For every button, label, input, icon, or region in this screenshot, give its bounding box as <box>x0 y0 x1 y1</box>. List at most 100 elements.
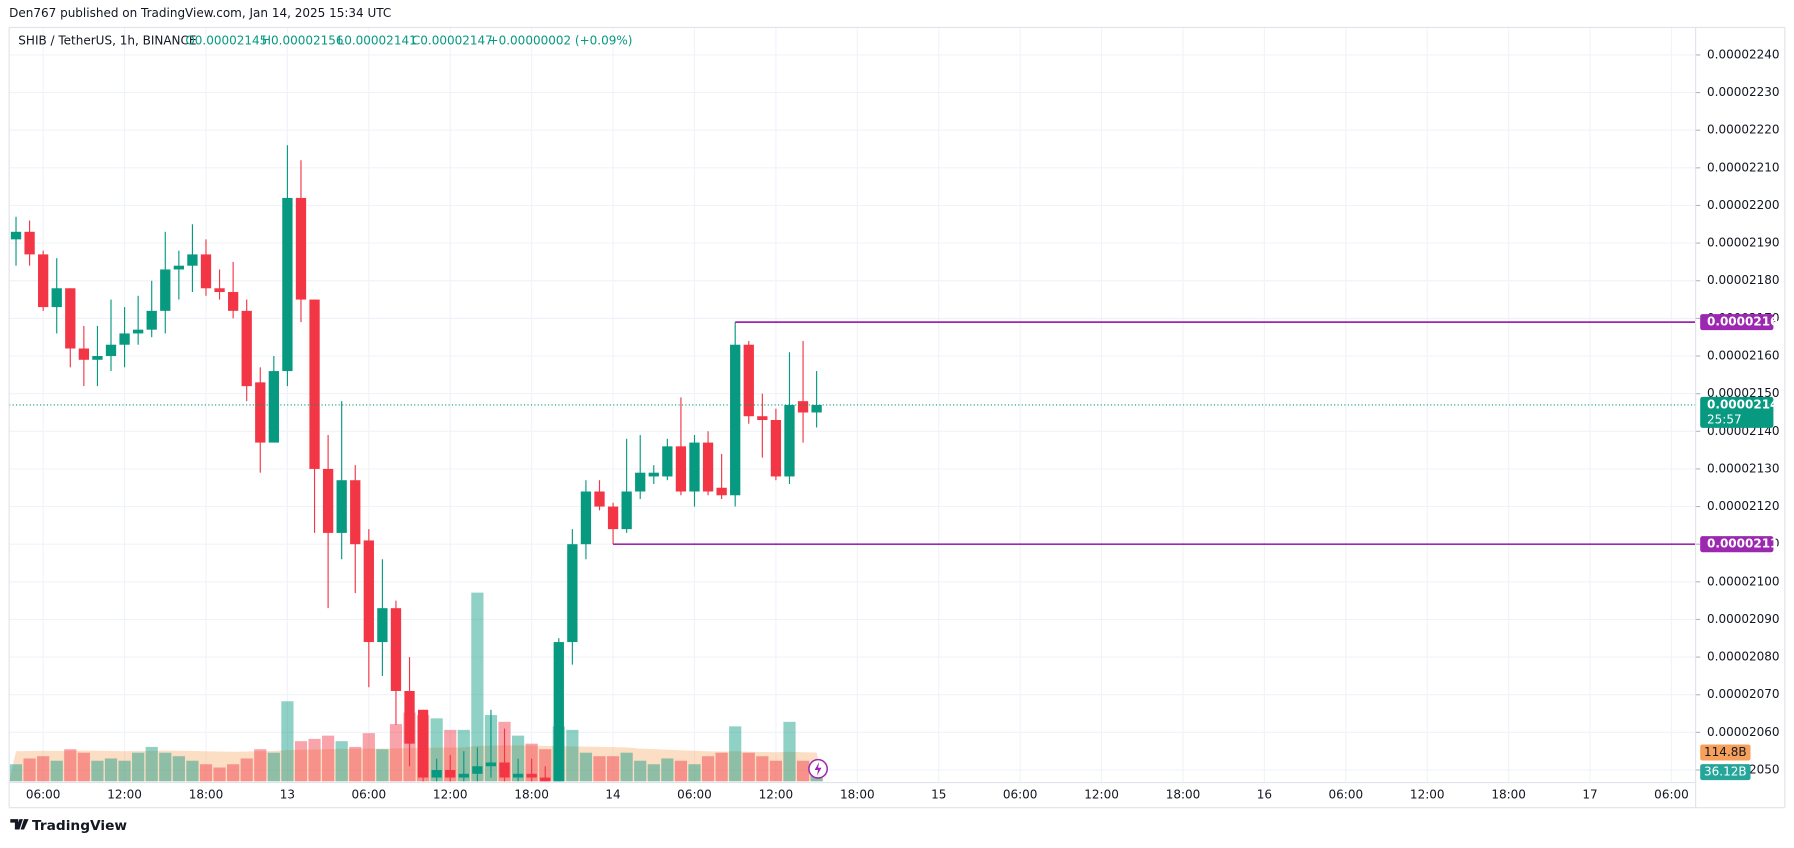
volume-bar <box>742 752 755 782</box>
volume-bar <box>91 760 104 782</box>
volume-bar <box>145 746 158 782</box>
candle-body <box>78 348 90 360</box>
x-tick-label: 12:00 <box>759 788 794 802</box>
volume-bar <box>254 749 267 782</box>
ohlc-high: H0.00002156 <box>262 34 344 48</box>
y-tick-label: 0.00002080 <box>1707 650 1780 664</box>
x-tick-label: 14 <box>605 788 620 802</box>
x-tick-label: 18:00 <box>840 788 875 802</box>
candle-body <box>757 416 768 420</box>
volume-bar <box>335 741 348 782</box>
ohlc-close: C0.00002147 <box>412 34 493 48</box>
candle-body <box>214 288 225 293</box>
y-tick-label: 0.00002190 <box>1707 236 1780 250</box>
volume-bar <box>593 756 606 782</box>
candle-body <box>417 709 429 778</box>
candle-body <box>784 404 795 477</box>
volume-bar <box>23 758 36 782</box>
candle-body <box>797 401 809 413</box>
brand: TradingView <box>32 818 127 834</box>
volume-bar <box>674 760 688 782</box>
x-tick-label: 18:00 <box>1491 788 1526 802</box>
candle-body <box>472 766 483 774</box>
volume-bar <box>647 764 660 782</box>
alert-icon[interactable] <box>808 758 828 779</box>
volume-bar <box>281 701 294 782</box>
candle-body <box>607 506 619 530</box>
y-tick-label: 0.00002120 <box>1707 499 1780 513</box>
y-tick-label: 0.00002070 <box>1707 687 1780 701</box>
candle-body <box>132 329 144 334</box>
level-label-box <box>1700 536 1774 553</box>
volume-bar <box>172 756 185 782</box>
candle-body <box>38 254 49 308</box>
volume-bar <box>769 760 783 782</box>
candle-body <box>24 231 35 255</box>
candle-body <box>702 442 714 492</box>
volume-bar <box>240 758 253 782</box>
x-tick-label: 16 <box>1257 788 1272 802</box>
brand-logo <box>10 819 29 830</box>
plot <box>9 145 1696 782</box>
volume-bar <box>715 752 728 782</box>
volume-bar <box>213 767 226 782</box>
volume-bar <box>376 749 389 782</box>
candle-body <box>295 197 307 300</box>
level-label: 0.00002169 <box>1707 315 1787 329</box>
candle-body <box>363 540 374 643</box>
volume-bar <box>756 756 769 782</box>
symbol: SHIB / TetherUS, 1h, BINANCE <box>18 34 196 48</box>
x-tick-label: 06:00 <box>26 788 61 802</box>
ohlc-change: +0.00000002 (+0.09%) <box>489 34 633 48</box>
candle-body <box>268 371 279 443</box>
volume-bar <box>566 729 579 782</box>
volume-bar <box>579 752 593 782</box>
candle-body <box>105 344 117 357</box>
last-price-box <box>1700 396 1774 428</box>
candle-body <box>499 762 510 778</box>
volume-bar <box>511 735 525 782</box>
volume-bar <box>64 749 77 782</box>
volume-bar <box>796 760 810 782</box>
candle-body <box>350 480 361 545</box>
candle-body <box>580 491 592 545</box>
x-tick-label: 12:00 <box>1084 788 1119 802</box>
candle-body <box>200 254 212 289</box>
candle-body <box>675 446 687 492</box>
x-tick-label: 18:00 <box>514 788 549 802</box>
candle-body <box>485 762 497 767</box>
x-tick-label: 06:00 <box>677 788 712 802</box>
candle-body <box>255 382 266 443</box>
volume-bar <box>308 738 321 782</box>
candle-body <box>390 608 402 691</box>
candle-body <box>716 487 727 496</box>
candle-body <box>377 608 388 643</box>
volume-bar <box>77 752 90 782</box>
x-tick-label: 13 <box>280 788 295 802</box>
candle-body <box>512 773 524 778</box>
volume-bar <box>729 726 742 782</box>
volume-bar <box>783 721 796 782</box>
x-tick-label: 18:00 <box>1166 788 1201 802</box>
volume-bar <box>661 758 674 782</box>
volume-bar <box>389 724 403 782</box>
candle-body <box>119 333 130 345</box>
candle-body <box>227 292 239 311</box>
candle-body <box>445 770 456 778</box>
candle-body <box>322 468 334 533</box>
volume-bar <box>620 752 633 782</box>
volume-bar <box>199 764 213 782</box>
x-tick-label: 12:00 <box>107 788 142 802</box>
volume-label: 36.12B <box>1704 765 1747 779</box>
candle-body <box>553 642 564 782</box>
volume-bar <box>50 760 63 782</box>
x-tick-label: 06:00 <box>352 788 387 802</box>
candle-body <box>10 231 22 240</box>
volume-bar <box>294 741 308 782</box>
candle-body <box>51 288 62 308</box>
y-tick-label: 0.00002100 <box>1707 574 1780 588</box>
volume-bar <box>430 718 443 782</box>
candle-body <box>336 480 347 533</box>
y-tick-label: 0.00002180 <box>1707 273 1780 287</box>
